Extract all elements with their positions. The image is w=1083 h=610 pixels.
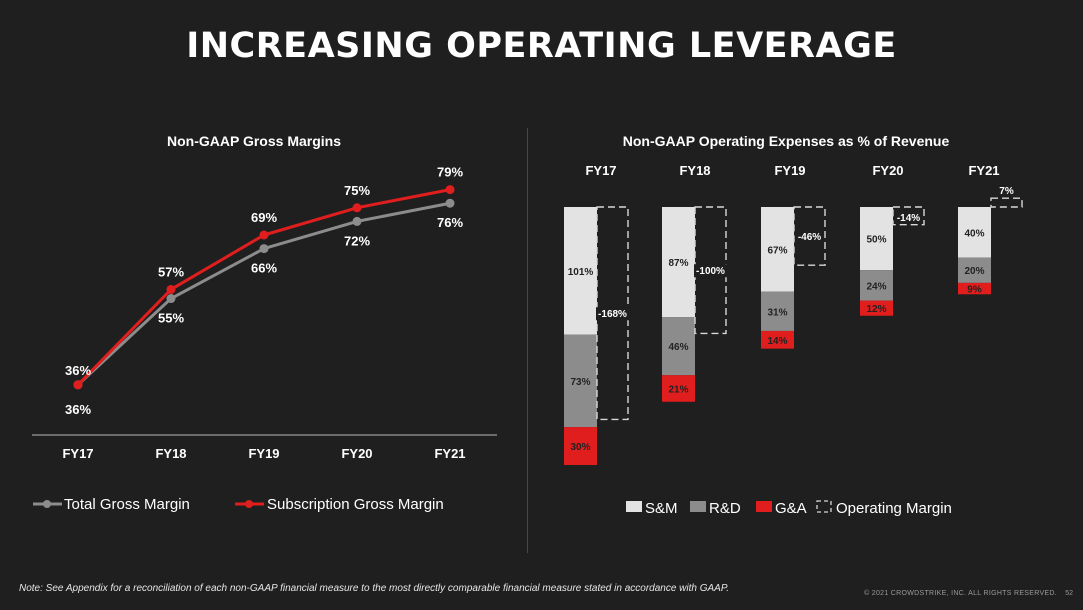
bar-label: 46%	[668, 342, 688, 353]
footnote: Note: See Appendix for a reconciliation …	[19, 583, 730, 594]
bar-chart-x-tick: FY21	[968, 163, 999, 178]
bar-label: 73%	[570, 377, 590, 388]
bar-segment-sm	[860, 207, 893, 271]
panel-divider	[527, 128, 528, 553]
line-label-subscription: 75%	[344, 183, 370, 198]
legend-marker-total	[43, 500, 51, 508]
line-point	[73, 380, 83, 390]
line-label-subscription: 79%	[437, 165, 463, 180]
bar-label: 9%	[967, 285, 982, 296]
operating-margin-label-bg	[895, 210, 922, 224]
line-label-total: 72%	[344, 233, 370, 248]
line-label-subscription: 57%	[158, 264, 184, 279]
bar-segment-sm	[958, 207, 991, 258]
bar-segment-ga	[662, 375, 695, 402]
legend-swatch-bar	[690, 501, 706, 512]
line-point	[259, 230, 269, 240]
line-point	[445, 198, 455, 208]
bar-segment-rd	[860, 270, 893, 301]
bar-chart-x-tick: FY19	[774, 163, 805, 178]
bar-label: 24%	[866, 281, 886, 292]
line-point	[166, 284, 176, 294]
bar-label: 87%	[668, 258, 688, 269]
operating-margin-box	[793, 206, 826, 266]
bar-label: 101%	[568, 267, 594, 278]
page-number: 52	[1065, 590, 1073, 597]
operating-margin-label-bg	[694, 264, 727, 278]
line-point	[259, 244, 269, 254]
legend-label-bar: S&M	[645, 500, 678, 517]
operating-margin-label: -14%	[897, 213, 920, 224]
operating-margin-label: -100%	[696, 266, 725, 277]
bar-segment-rd	[958, 257, 991, 283]
line-label-subscription: 36%	[65, 363, 91, 378]
legend-label-bar: R&D	[709, 500, 741, 517]
line-chart-title: Non-GAAP Gross Margins	[167, 133, 341, 149]
copyright-text: © 2021 CROWDSTRIKE, INC. ALL RIGHTS RESE…	[864, 590, 1057, 597]
operating-margin-label: 7%	[999, 186, 1014, 197]
bar-label: 67%	[767, 245, 787, 256]
bar-label: 21%	[668, 384, 688, 395]
line-label-total: 66%	[251, 261, 277, 276]
bar-chart-x-tick: FY20	[872, 163, 903, 178]
line-chart-x-tick: FY17	[62, 446, 93, 461]
line-point	[445, 185, 455, 195]
line-chart-x-tick: FY20	[341, 446, 372, 461]
line-chart-x-tick: FY18	[155, 446, 186, 461]
line-point	[166, 294, 176, 304]
bar-chart-x-tick: FY17	[585, 163, 616, 178]
line-point	[352, 203, 362, 213]
bar-segment-sm	[564, 207, 597, 335]
legend-label-subscription: Subscription Gross Margin	[267, 496, 444, 513]
line-label-subscription: 69%	[251, 210, 277, 225]
bar-segment-ga	[958, 282, 991, 295]
legend-marker-subscription	[245, 500, 253, 508]
line-label-total: 76%	[437, 215, 463, 230]
slide-title: INCREASING OPERATING LEVERAGE	[186, 26, 897, 66]
line-label-total: 36%	[65, 402, 91, 417]
legend-swatch-operating-margin	[816, 500, 832, 513]
operating-margin-label: -46%	[798, 232, 821, 243]
legend-swatch-bar	[626, 501, 642, 512]
bar-label: 20%	[964, 266, 984, 277]
bar-chart-title: Non-GAAP Operating Expenses as % of Reve…	[623, 133, 950, 149]
bar-segment-ga	[761, 330, 794, 349]
legend-label-bar: G&A	[775, 500, 807, 517]
bar-label: 30%	[570, 442, 590, 453]
operating-margin-box	[990, 197, 1023, 208]
bar-segment-rd	[564, 334, 597, 428]
legend-label-total: Total Gross Margin	[64, 496, 190, 513]
bar-segment-sm	[662, 207, 695, 318]
line-series-0	[76, 201, 451, 386]
bar-label: 50%	[866, 235, 886, 246]
bar-segment-ga	[860, 300, 893, 316]
bar-segment-sm	[761, 207, 794, 292]
operating-margin-label-bg	[796, 230, 823, 244]
bar-segment-ga	[564, 427, 597, 465]
line-point	[352, 216, 362, 226]
operating-margin-label-bg	[596, 307, 629, 321]
bar-label: 14%	[767, 336, 787, 347]
bar-segment-rd	[662, 317, 695, 376]
operating-margin-label: -168%	[598, 309, 627, 320]
line-label-total: 55%	[158, 311, 184, 326]
bar-label: 12%	[866, 304, 886, 315]
line-chart-x-tick: FY19	[248, 446, 279, 461]
bar-segment-rd	[761, 291, 794, 331]
line-chart-x-tick: FY21	[434, 446, 465, 461]
legend-label-bar: Operating Margin	[836, 500, 952, 517]
bar-label: 31%	[767, 307, 787, 318]
bar-label: 40%	[964, 228, 984, 239]
bar-chart-x-tick: FY18	[679, 163, 710, 178]
legend-swatch-bar	[756, 501, 772, 512]
operating-margin-box	[892, 206, 925, 226]
